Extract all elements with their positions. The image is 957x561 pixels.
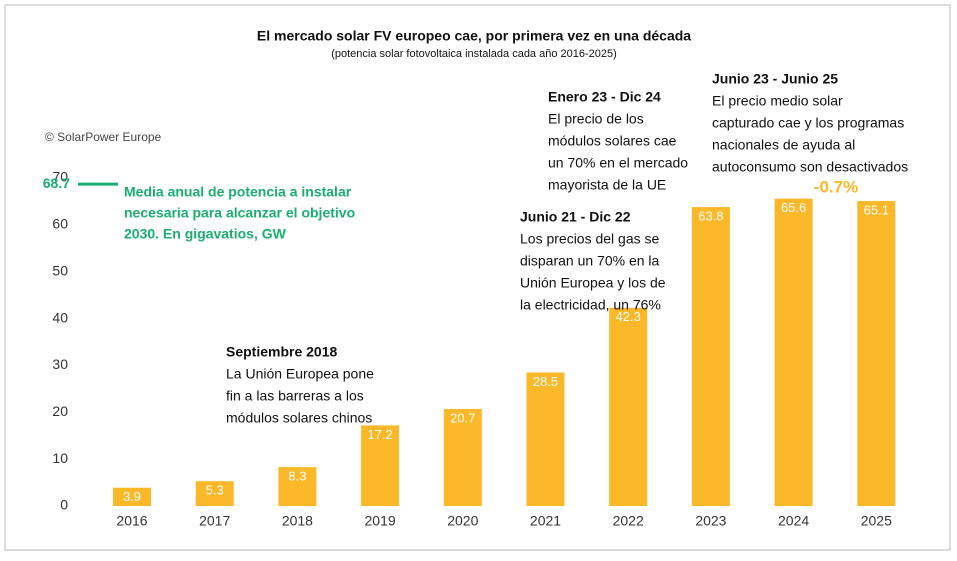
- annotation-text: módulos solares cae: [548, 133, 677, 149]
- value-label: 5.3: [206, 483, 224, 498]
- y-tick-label: 70: [52, 169, 68, 185]
- bar: [278, 467, 317, 506]
- annotation-text: autoconsumo son desactivados: [712, 159, 908, 175]
- value-label: 65.1: [864, 202, 889, 217]
- reference-value: 68.7: [43, 175, 70, 191]
- bar: [857, 200, 896, 506]
- value-label: 28.5: [533, 374, 558, 389]
- reference-text: 2030. En gigavatios, GW: [124, 226, 287, 242]
- reference-text: Media anual de potencia a instalar: [124, 184, 352, 200]
- value-label: 42.3: [616, 309, 641, 324]
- annotation-text: La Unión Europea pone: [226, 366, 374, 382]
- y-tick-label: 30: [52, 356, 68, 372]
- bar: [526, 372, 565, 506]
- annotation-text: mayorista de la UE: [548, 177, 666, 193]
- bar: [691, 207, 730, 506]
- annotation-text: El precio de los: [548, 111, 644, 127]
- annotation-title: Junio 21 - Dic 22: [520, 209, 631, 225]
- y-tick-label: 60: [52, 216, 68, 232]
- x-tick-label: 2017: [199, 513, 230, 529]
- x-tick-label: 2018: [282, 513, 313, 529]
- annotation-text: fin a las barreras a los: [226, 388, 364, 404]
- value-label: 8.3: [288, 469, 306, 484]
- bar: [113, 487, 151, 506]
- change-label: -0.7%: [814, 177, 858, 196]
- annotation-text: un 70% en el mercado: [548, 155, 688, 171]
- y-tick-label: 40: [52, 309, 68, 325]
- annotation-text: nacionales de ayuda al: [712, 137, 855, 153]
- value-label: 17.2: [367, 427, 392, 442]
- bar: [609, 307, 648, 506]
- chart-title: El mercado solar FV europeo cae, por pri…: [257, 28, 691, 44]
- y-tick-label: 10: [52, 450, 68, 466]
- value-label: 20.7: [450, 410, 475, 425]
- annotation-text: la electricidad, un 76%: [520, 297, 661, 313]
- value-label: 63.8: [698, 208, 723, 223]
- bar: [443, 409, 482, 506]
- annotation-title: Septiembre 2018: [226, 344, 337, 360]
- x-tick-label: 2025: [861, 513, 892, 529]
- bar: [361, 425, 400, 506]
- source: © SolarPower Europe: [45, 130, 162, 144]
- x-tick-label: 2023: [695, 513, 726, 529]
- bar: [774, 198, 813, 507]
- y-tick-label: 50: [52, 262, 68, 278]
- bar: [195, 481, 234, 506]
- value-label: 3.9: [123, 489, 141, 504]
- annotation-text: El precio medio solar: [712, 93, 843, 109]
- y-tick-label: 20: [52, 403, 68, 419]
- annotation-text: Unión Europea y los de: [520, 275, 666, 291]
- reference-text: necesaria para alcanzar el objetivo: [124, 205, 355, 221]
- x-tick-label: 2024: [778, 513, 809, 529]
- annotation-text: capturado cae y los programas: [712, 115, 904, 131]
- y-tick-label: 0: [60, 497, 68, 513]
- annotation-title: Enero 23 - Dic 24: [548, 89, 661, 105]
- chart-subtitle: (potencia solar fotovoltaica instalada c…: [331, 48, 617, 60]
- x-tick-label: 2021: [530, 513, 561, 529]
- x-tick-label: 2020: [447, 513, 478, 529]
- value-label: 65.6: [781, 200, 806, 215]
- annotation-title: Junio 23 - Junio 25: [712, 71, 838, 87]
- x-tick-label: 2019: [365, 513, 396, 529]
- x-tick-label: 2022: [613, 513, 644, 529]
- annotation-text: disparan un 70% en la: [520, 253, 660, 269]
- annotation-text: módulos solares chinos: [226, 410, 372, 426]
- annotation-text: Los precios del gas se: [520, 231, 660, 247]
- x-tick-label: 2016: [116, 513, 147, 529]
